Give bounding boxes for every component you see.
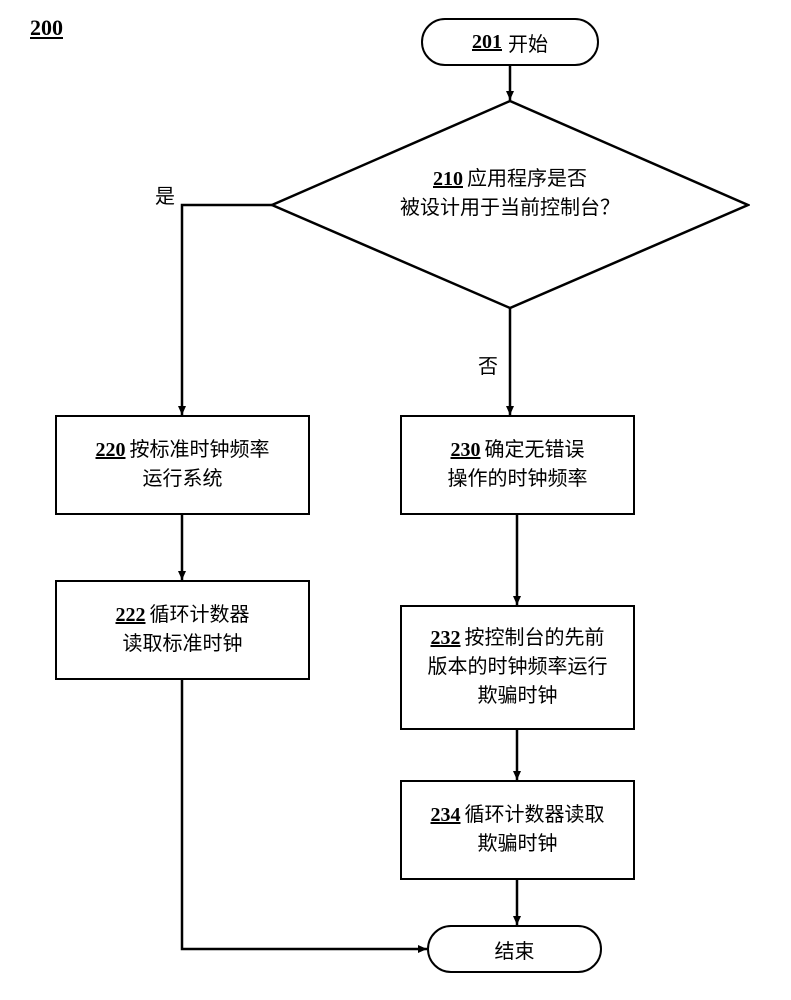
arrows	[0, 0, 791, 1000]
flowchart-canvas: 200 201 开始 210应用程序是否 被设计用于当前控制台？ 220按标准时…	[0, 0, 791, 1000]
